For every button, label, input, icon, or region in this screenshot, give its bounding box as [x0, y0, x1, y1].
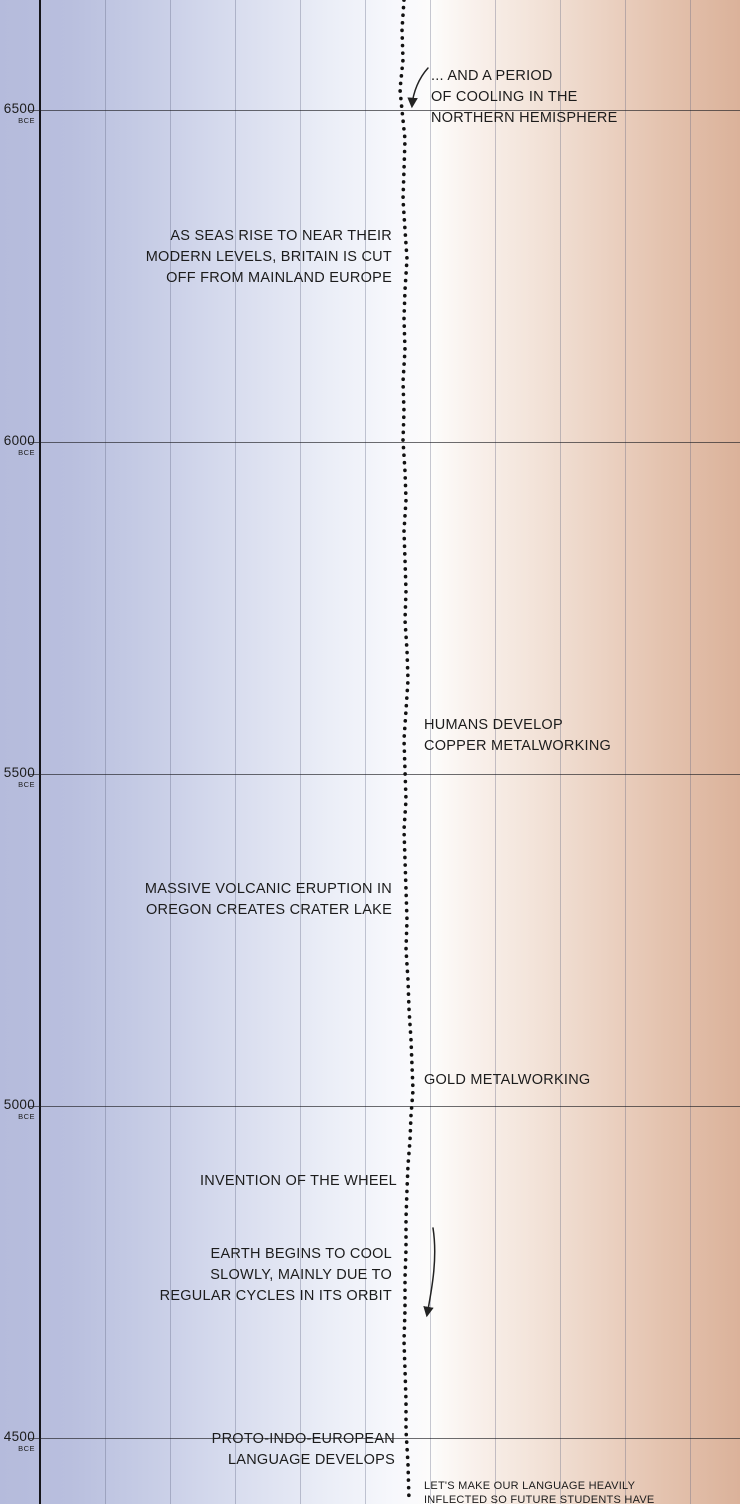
year-tick-label: 4500 BCE — [4, 1430, 35, 1453]
year-tick-label: 5500 BCE — [4, 766, 35, 789]
vertical-gridline — [300, 0, 301, 1504]
annotation-inflected-language-joke: LET'S MAKE OUR LANGUAGE HEAVILY INFLECTE… — [424, 1480, 655, 1504]
year-tick-era: BCE — [18, 1444, 35, 1454]
year-tick-label: 6000 BCE — [4, 434, 35, 457]
annotation-britain-cut-off: AS SEAS RISE TO NEAR THEIR MODERN LEVELS… — [145, 228, 392, 287]
year-tick-number: 5000 — [3, 1096, 35, 1112]
year-tick-number: 6000 — [3, 432, 35, 448]
year-tick-label: 6500 BCE — [4, 102, 35, 125]
year-tick-number: 6500 — [3, 100, 35, 116]
vertical-gridline — [625, 0, 626, 1504]
vertical-gridline — [495, 0, 496, 1504]
vertical-gridline — [430, 0, 431, 1504]
vertical-gridline — [365, 0, 366, 1504]
annotation-cooling-north: ... AND A PERIOD OF COOLING IN THE NORTH… — [431, 68, 618, 127]
year-tick-era: BCE — [18, 780, 35, 790]
vertical-gridline — [690, 0, 691, 1504]
annotation-copper-metalworking: HUMANS DEVELOP COPPER METALWORKING — [424, 717, 612, 755]
year-gridline — [28, 109, 740, 111]
annotation-invention-of-wheel: INVENTION OF THE WHEEL — [200, 1173, 397, 1189]
year-gridline — [28, 441, 740, 443]
year-gridline — [28, 773, 740, 775]
year-gridline — [28, 1437, 740, 1439]
year-tick-era: BCE — [18, 1112, 35, 1122]
annotation-gold-metalworking: GOLD METALWORKING — [424, 1072, 591, 1088]
temperature-dotted-line — [398, 0, 415, 1502]
annotation-crater-lake: MASSIVE VOLCANIC ERUPTION IN OREGON CREA… — [144, 881, 392, 919]
annotation-earth-cooling-orbit: EARTH BEGINS TO COOL SLOWLY, MAINLY DUE … — [159, 1246, 392, 1305]
year-tick-label: 5000 BCE — [4, 1098, 35, 1121]
vertical-gridline — [235, 0, 236, 1504]
year-axis-line — [39, 0, 41, 1504]
vertical-gridline — [170, 0, 171, 1504]
year-tick-era: BCE — [18, 448, 35, 458]
year-tick-era: BCE — [18, 116, 35, 126]
vertical-gridline — [560, 0, 561, 1504]
annotation-proto-indo-european: PROTO-INDO-EUROPEAN LANGUAGE DEVELOPS — [211, 1431, 395, 1469]
year-tick-number: 4500 — [3, 1428, 35, 1444]
cooling-arrow — [407, 67, 429, 109]
year-tick-number: 5500 — [3, 764, 35, 780]
vertical-gridline — [105, 0, 106, 1504]
year-gridline — [28, 1105, 740, 1107]
